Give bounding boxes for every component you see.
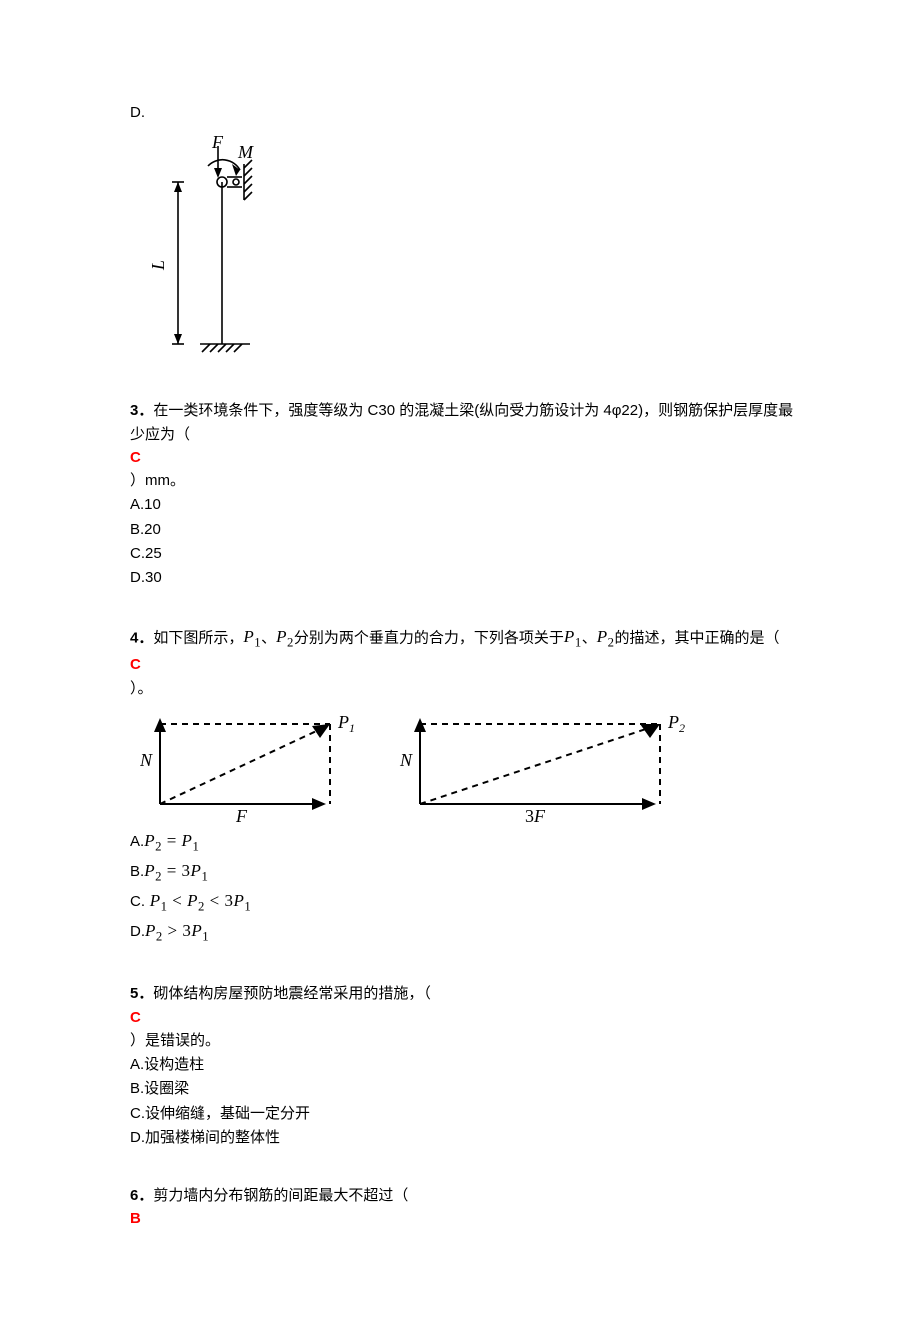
q5-option-a: A.设构造柱 xyxy=(130,1053,800,1076)
q3-text: 在一类环境条件下，强度等级为 C30 的混凝土梁(纵向受力筋设计为 4φ22)，… xyxy=(130,402,793,442)
question-5: 5．砌体结构房屋预防地震经常采用的措施，（ C ）是错误的。 A.设构造柱 B.… xyxy=(130,982,800,1149)
q5-option-d: D.加强楼梯间的整体性 xyxy=(130,1126,800,1149)
q5-option-c: C.设伸缩缝，基础一定分开 xyxy=(130,1102,800,1125)
q3-option-c: C.25 xyxy=(130,542,800,565)
q4-diagram: N F P1 N 3F P2 xyxy=(140,704,800,824)
q4-option-b: B.P2 = 3P1 xyxy=(130,858,800,887)
question-4: 4．如下图所示，P1、P2分别为两个垂直力的合力，下列各项关于P1、P2的描述，… xyxy=(130,624,800,947)
q4-answer: C xyxy=(130,653,800,676)
q3-answer: C xyxy=(130,446,800,469)
q4-t3: 的描述，其中正确的是（ xyxy=(614,630,779,647)
q3-text-after: ）mm。 xyxy=(130,469,800,492)
q6-text: 剪力墙内分布钢筋的间距最大不超过（ xyxy=(153,1187,408,1204)
q4-text-after: ）。 xyxy=(130,677,800,700)
label-F: F xyxy=(211,134,224,152)
q4-t1: 如下图所示， xyxy=(153,630,243,647)
q4-number: 4． xyxy=(130,630,153,647)
q5-answer: C xyxy=(130,1006,800,1029)
question-3: 3．在一类环境条件下，强度等级为 C30 的混凝土梁(纵向受力筋设计为 4φ22… xyxy=(130,399,800,589)
q2-diagram: F M L xyxy=(140,134,800,364)
label-F1: F xyxy=(235,806,248,824)
question-6: 6．剪力墙内分布钢筋的间距最大不超过（ B xyxy=(130,1184,800,1231)
q5-option-b: B.设圈梁 xyxy=(130,1077,800,1100)
q5-number: 5． xyxy=(130,985,153,1002)
label-N2: N xyxy=(399,750,413,770)
option-d-label: D. xyxy=(130,101,800,124)
q3-option-b: B.20 xyxy=(130,518,800,541)
q6-answer: B xyxy=(130,1207,800,1230)
q4-option-d: D.P2 > 3P1 xyxy=(130,918,800,947)
label-3F: 3F xyxy=(525,806,546,824)
q4-option-a: A.P2 = P1 xyxy=(130,828,800,857)
q5-text-after: ）是错误的。 xyxy=(130,1029,800,1052)
q4-t2: 分别为两个垂直力的合力，下列各项关于 xyxy=(294,630,564,647)
q4-option-c: C. P1 < P2 < 3P1 xyxy=(130,888,800,917)
question-2-tail: D. xyxy=(130,101,800,364)
q6-number: 6． xyxy=(130,1187,153,1204)
q5-text: 砌体结构房屋预防地震经常采用的措施，（ xyxy=(153,985,431,1002)
label-L: L xyxy=(148,260,168,271)
label-P1: P1 xyxy=(337,712,355,735)
label-M: M xyxy=(237,142,254,162)
label-N1: N xyxy=(140,750,153,770)
q3-option-a: A.10 xyxy=(130,493,800,516)
q3-number: 3． xyxy=(130,402,153,419)
q3-option-d: D.30 xyxy=(130,566,800,589)
label-P2: P2 xyxy=(667,712,685,735)
